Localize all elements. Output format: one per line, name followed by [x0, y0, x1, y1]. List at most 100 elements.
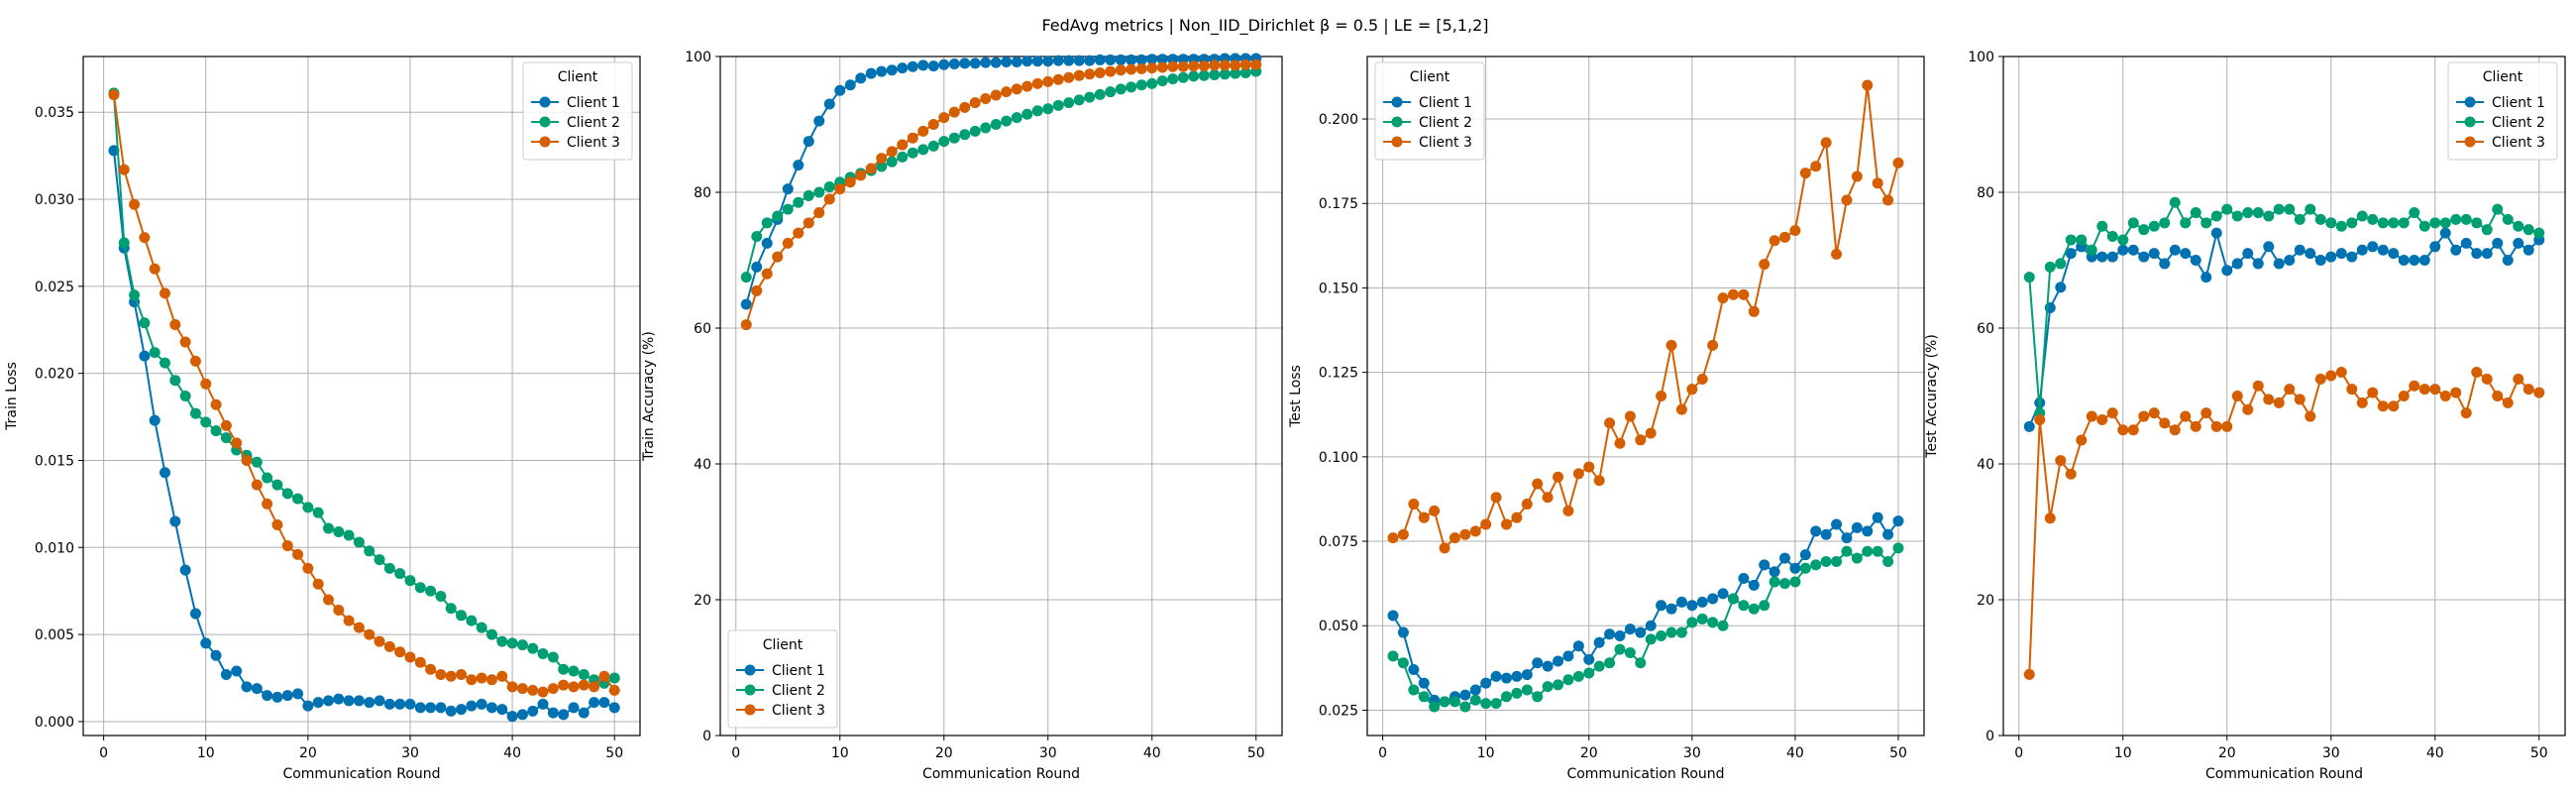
data-point — [1882, 555, 1894, 567]
data-point — [547, 707, 559, 719]
data-point — [1480, 518, 1492, 530]
data-point — [927, 60, 939, 72]
y-tick-label: 100 — [685, 50, 711, 65]
data-point — [948, 58, 960, 70]
data-point — [2439, 391, 2451, 401]
data-point — [1042, 103, 1054, 115]
x-tick-label: 50 — [1247, 745, 1265, 761]
data-point — [558, 679, 570, 691]
y-tick-label: 0.075 — [1319, 534, 1358, 550]
data-point — [445, 705, 457, 717]
data-point — [179, 391, 191, 401]
data-point — [959, 129, 971, 141]
data-point — [1696, 596, 1708, 608]
data-point — [969, 57, 981, 69]
data-point — [1656, 629, 1667, 641]
data-point — [364, 697, 376, 709]
data-point — [2294, 244, 2306, 256]
data-point — [1696, 373, 1708, 385]
series-client-2 — [1387, 542, 1904, 713]
data-point — [394, 568, 406, 580]
data-point — [2388, 400, 2400, 412]
data-point — [1738, 600, 1750, 612]
data-point — [189, 355, 201, 367]
axes-frame — [2002, 56, 2566, 736]
data-point — [179, 336, 191, 348]
data-point — [1073, 69, 1085, 81]
data-point — [1675, 596, 1687, 608]
data-point — [1779, 552, 1790, 564]
data-point — [353, 695, 365, 707]
data-point — [527, 684, 539, 696]
data-point — [782, 183, 794, 195]
data-point — [1727, 288, 1739, 300]
data-point — [2346, 384, 2358, 396]
data-point — [578, 669, 590, 681]
data-point — [907, 132, 918, 144]
data-point — [1717, 588, 1729, 600]
data-point — [2127, 217, 2139, 229]
data-point — [2314, 373, 2326, 385]
data-point — [292, 548, 304, 560]
data-point — [2210, 210, 2222, 222]
data-point — [886, 64, 898, 76]
y-tick-label: 0 — [1986, 729, 1994, 744]
data-point — [761, 217, 773, 229]
data-point — [1738, 288, 1750, 300]
data-point — [2314, 213, 2326, 225]
y-tick-label: 0.175 — [1319, 196, 1358, 212]
data-point — [435, 590, 447, 602]
data-point — [990, 57, 1002, 68]
y-tick-label: 20 — [694, 593, 711, 609]
data-point — [2481, 224, 2493, 236]
data-point — [292, 688, 304, 700]
data-point — [2356, 244, 2368, 256]
data-point — [251, 479, 263, 491]
data-point — [865, 67, 877, 79]
data-point — [2513, 237, 2524, 249]
data-point — [1862, 79, 1874, 91]
data-point — [1696, 613, 1708, 624]
data-point — [333, 526, 345, 537]
data-point — [608, 702, 620, 714]
data-point — [1126, 54, 1137, 65]
data-point — [855, 170, 867, 181]
data-point — [1250, 58, 1262, 70]
data-point — [353, 622, 365, 633]
data-point — [271, 691, 283, 703]
data-point — [425, 585, 437, 597]
data-point — [516, 639, 528, 651]
data-point — [2356, 396, 2368, 408]
data-point — [2388, 217, 2400, 229]
data-point — [496, 635, 508, 647]
legend-marker — [744, 704, 756, 716]
data-point — [2044, 261, 2056, 273]
data-point — [1572, 640, 1584, 652]
data-point — [1593, 660, 1605, 672]
data-point — [751, 231, 763, 243]
data-point — [537, 647, 549, 659]
data-point — [2055, 455, 2067, 467]
data-point — [2522, 224, 2534, 236]
data-point — [1167, 73, 1179, 85]
data-point — [108, 89, 120, 101]
data-point — [302, 700, 314, 712]
data-point — [1209, 68, 1221, 80]
data-point — [2492, 391, 2504, 401]
legend-label: Client 1 — [772, 663, 825, 679]
data-point — [2325, 370, 2337, 382]
data-point — [1459, 689, 1471, 701]
legend-marker — [539, 116, 551, 128]
data-point — [2294, 213, 2306, 225]
data-point — [1759, 559, 1771, 571]
x-tick-label: 30 — [1683, 745, 1701, 761]
data-point — [772, 210, 784, 222]
data-point — [1031, 56, 1043, 67]
data-point — [1583, 667, 1595, 679]
data-point — [990, 89, 1002, 101]
data-point — [2242, 403, 2254, 415]
data-point — [1230, 67, 1241, 79]
data-point — [527, 642, 539, 654]
data-point — [1810, 525, 1822, 537]
data-point — [751, 284, 763, 296]
